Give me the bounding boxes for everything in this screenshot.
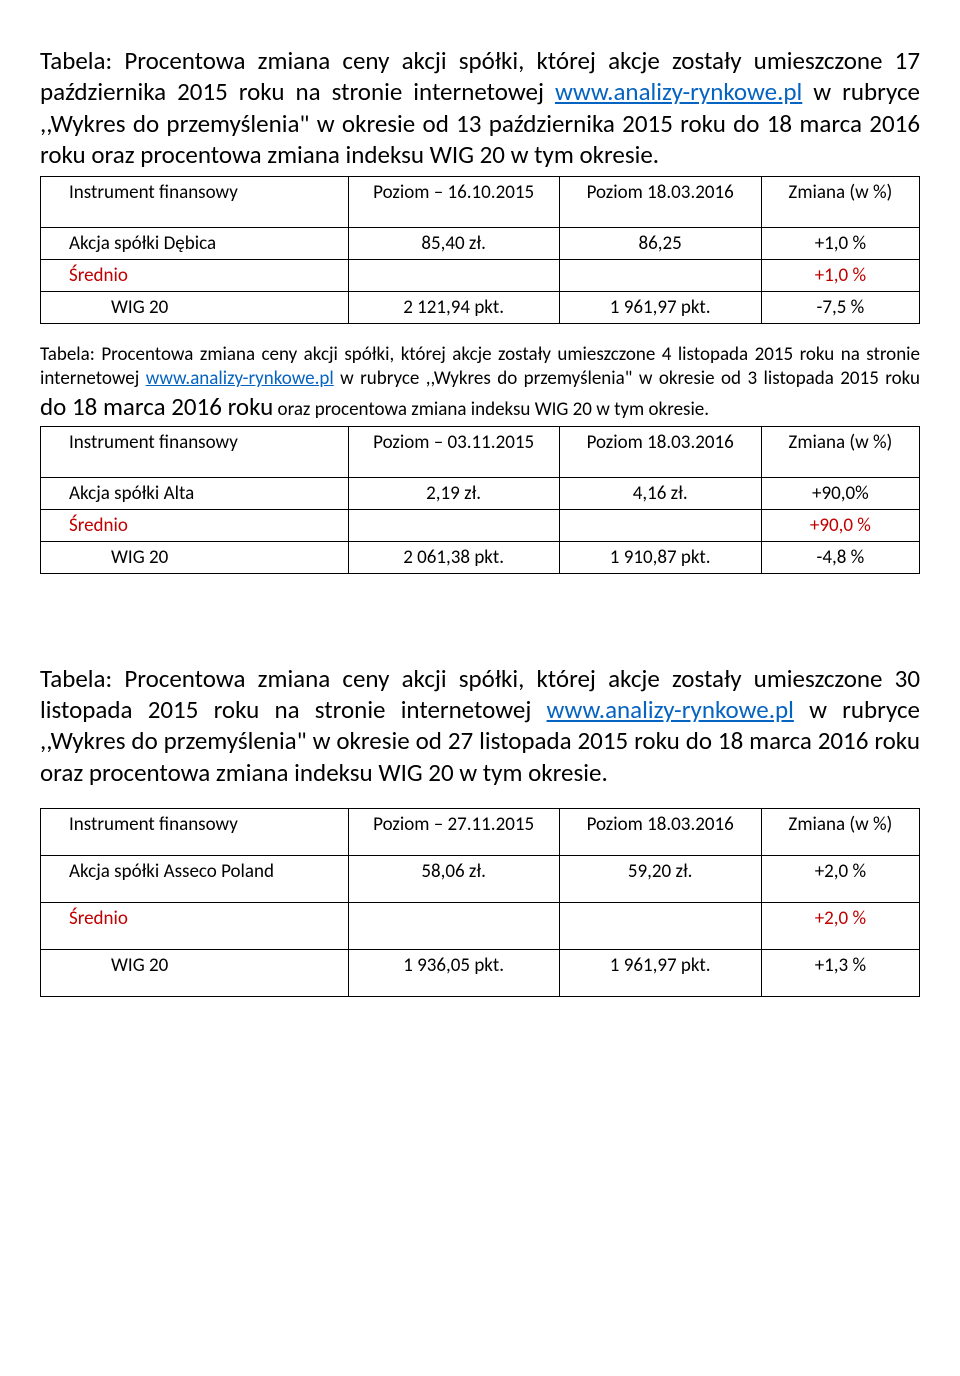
t3-r3c1: WIG 20 <box>41 949 349 996</box>
t1-r2c4: +1,0 % <box>761 260 919 292</box>
t1-r3c4: -7,5 % <box>761 292 919 324</box>
caption2-text-tail-a: w rubryce ,,Wykres do przemyślenia" w ok… <box>334 367 920 390</box>
table3-caption: Tabela: Procentowa zmiana ceny akcji spó… <box>40 663 920 788</box>
t1-r2c2 <box>348 260 559 292</box>
table-2: Instrument finansowy Poziom – 03.11.2015… <box>40 426 920 574</box>
t1-r1c4: +1,0 % <box>761 228 919 260</box>
t2-r3c2: 2 061,38 pkt. <box>348 541 559 573</box>
t2-r1c3: 4,16 zł. <box>559 477 761 509</box>
t2-r2c2 <box>348 509 559 541</box>
t2-r2c4: +90,0 % <box>761 509 919 541</box>
t3-r2c2 <box>348 902 559 949</box>
link-analizy-2[interactable]: www.analizy-rynkowe.pl <box>146 367 334 390</box>
t2-h3: Poziom 18.03.2016 <box>559 426 761 477</box>
t1-r3c2: 2 121,94 pkt. <box>348 292 559 324</box>
table2-caption: Tabela: Procentowa zmiana ceny akcji spó… <box>40 343 920 422</box>
table-3: Instrument finansowy Poziom – 27.11.2015… <box>40 808 920 997</box>
t3-h2: Poziom – 27.11.2015 <box>348 808 559 855</box>
t2-r2c3 <box>559 509 761 541</box>
t2-r2c1: Średnio <box>41 509 349 541</box>
t2-r1c2: 2,19 zł. <box>348 477 559 509</box>
t2-h2: Poziom – 03.11.2015 <box>348 426 559 477</box>
t3-r2c4: +2,0 % <box>761 902 919 949</box>
t3-r2c1: Średnio <box>41 902 349 949</box>
t3-r1c2: 58,06 zł. <box>348 855 559 902</box>
t2-r1c4: +90,0% <box>761 477 919 509</box>
t2-r3c1: WIG 20 <box>41 541 349 573</box>
table1-caption: Tabela: Procentowa zmiana ceny akcji spó… <box>40 45 920 170</box>
t2-h1: Instrument finansowy <box>41 426 349 477</box>
t3-r3c3: 1 961,97 pkt. <box>559 949 761 996</box>
t3-r3c4: +1,3 % <box>761 949 919 996</box>
t3-r2c3 <box>559 902 761 949</box>
t1-r2c3 <box>559 260 761 292</box>
t1-r1c3: 86,25 <box>559 228 761 260</box>
t1-r2c1: Średnio <box>41 260 349 292</box>
table-1: Instrument finansowy Poziom – 16.10.2015… <box>40 176 920 324</box>
caption2-text-tail-c: oraz procentowa zmiana indeksu WIG 20 w … <box>273 398 709 421</box>
t2-r1c1: Akcja spółki Alta <box>41 477 349 509</box>
t3-r1c1: Akcja spółki Asseco Poland <box>41 855 349 902</box>
t1-h2: Poziom – 16.10.2015 <box>348 177 559 228</box>
t1-h4: Zmiana (w %) <box>761 177 919 228</box>
t2-h4: Zmiana (w %) <box>761 426 919 477</box>
t1-r1c1: Akcja spółki Dębica <box>41 228 349 260</box>
t3-h1: Instrument finansowy <box>41 808 349 855</box>
t2-r3c4: -4,8 % <box>761 541 919 573</box>
t1-r1c2: 85,40 zł. <box>348 228 559 260</box>
t1-h3: Poziom 18.03.2016 <box>559 177 761 228</box>
link-analizy-3[interactable]: www.analizy-rynkowe.pl <box>547 694 794 725</box>
t3-h4: Zmiana (w %) <box>761 808 919 855</box>
caption2-text-tail-b: do 18 marca 2016 roku <box>40 391 273 422</box>
t1-h1: Instrument finansowy <box>41 177 349 228</box>
t1-r3c3: 1 961,97 pkt. <box>559 292 761 324</box>
t3-r1c4: +2,0 % <box>761 855 919 902</box>
t3-h3: Poziom 18.03.2016 <box>559 808 761 855</box>
t3-r3c2: 1 936,05 pkt. <box>348 949 559 996</box>
t1-r3c1: WIG 20 <box>41 292 349 324</box>
link-analizy-1[interactable]: www.analizy-rynkowe.pl <box>555 76 802 107</box>
t3-r1c3: 59,20 zł. <box>559 855 761 902</box>
t2-r3c3: 1 910,87 pkt. <box>559 541 761 573</box>
